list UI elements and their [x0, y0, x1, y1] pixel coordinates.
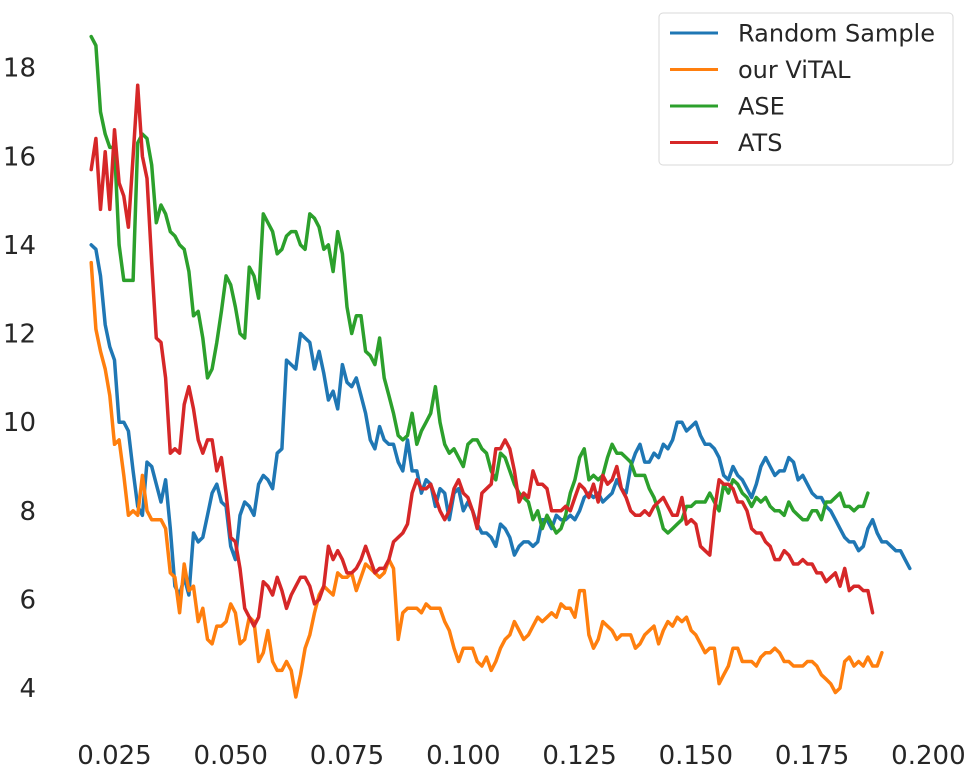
y-tick-label: 6 — [19, 586, 36, 616]
x-tick-label: 0.075 — [310, 741, 384, 770]
legend-label-random-sample: Random Sample — [738, 20, 935, 48]
series-lines — [89, 34, 912, 699]
x-tick-label: 0.125 — [542, 741, 616, 770]
legend-box — [658, 12, 954, 166]
y-axis-tick-labels: 4 6 8 10 12 14 16 18 — [3, 54, 36, 704]
y-tick-label: 12 — [3, 320, 36, 350]
x-tick-label: 0.150 — [659, 741, 733, 770]
y-tick-label: 10 — [3, 408, 36, 438]
legend-label-ats: ATS — [738, 129, 782, 157]
x-tick-label: 0.200 — [891, 741, 965, 770]
y-tick-label: 14 — [3, 231, 36, 261]
series-line-ase — [89, 34, 870, 535]
x-tick-label: 0.100 — [426, 741, 500, 770]
y-tick-label: 4 — [19, 674, 36, 704]
legend-label-our-vital: our ViTAL — [738, 56, 851, 84]
x-tick-label: 0.025 — [77, 741, 151, 770]
legend: Random Sample our ViTAL ASE ATS — [658, 12, 954, 166]
x-tick-label: 0.175 — [775, 741, 849, 770]
x-axis-tick-labels: 0.025 0.050 0.075 0.100 0.125 0.150 0.175 0.200 — [77, 741, 965, 770]
y-tick-label: 8 — [19, 497, 36, 527]
y-tick-label: 18 — [3, 54, 36, 84]
x-tick-label: 0.050 — [193, 741, 267, 770]
series-line-ats — [89, 83, 875, 628]
series-line-our-vital — [89, 260, 884, 699]
y-tick-label: 16 — [3, 142, 36, 172]
legend-label-ase: ASE — [738, 93, 785, 121]
